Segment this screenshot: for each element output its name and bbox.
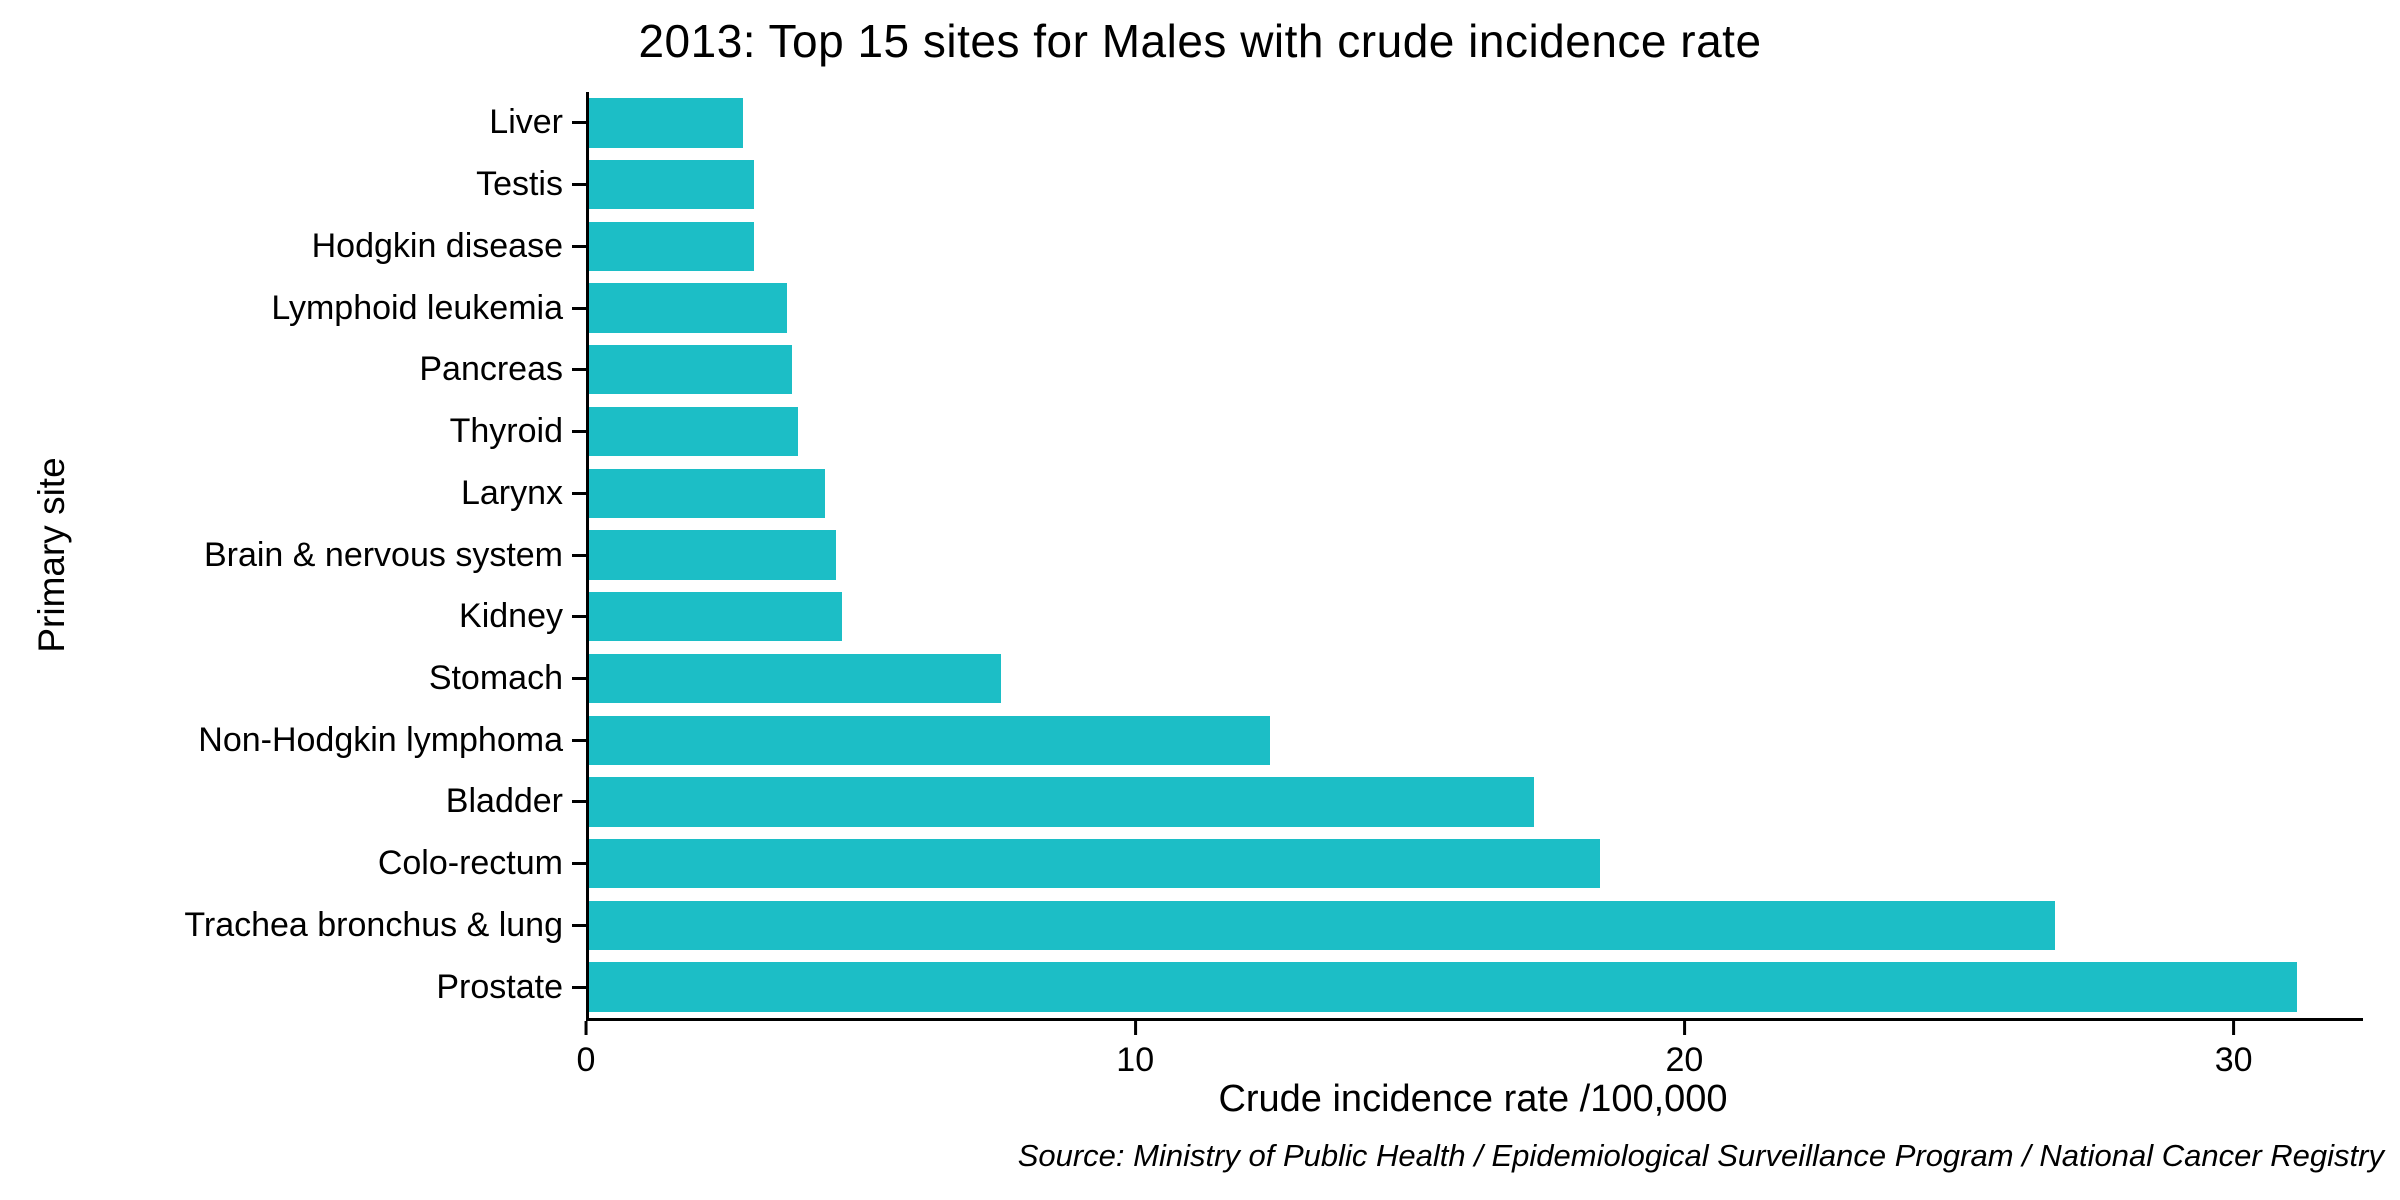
bar — [589, 777, 1534, 827]
bar-row — [589, 154, 2363, 216]
bar-row — [589, 648, 2363, 710]
y-axis-label-row: Trachea bronchus & lung — [0, 895, 586, 957]
bar-row — [589, 895, 2363, 957]
y-axis-label-row: Brain & nervous system — [0, 524, 586, 586]
bar — [589, 653, 1001, 704]
bar-row — [589, 586, 2363, 648]
y-axis-category-label: Pancreas — [419, 350, 563, 389]
y-axis-category-label: Kidney — [459, 597, 563, 636]
x-axis-title: Crude incidence rate /100,000 — [1218, 1078, 1728, 1120]
y-axis-label-row: Liver — [0, 92, 586, 154]
y-tick-mark — [572, 615, 586, 619]
bar-row — [589, 956, 2363, 1018]
y-axis-label-row: Kidney — [0, 586, 586, 648]
y-axis-category-label: Non-Hodgkin lymphoma — [198, 720, 563, 759]
y-tick-mark — [572, 121, 586, 125]
y-tick-mark — [572, 430, 586, 434]
y-axis-category-label: Colo-rectum — [377, 844, 563, 883]
y-axis-label-row: Hodgkin disease — [0, 215, 586, 277]
source-note: Source: Ministry of Public Health / Epid… — [1017, 1138, 2384, 1173]
y-axis-category-label: Thyroid — [449, 412, 563, 451]
y-axis-category-label: Testis — [476, 165, 563, 204]
bar — [589, 345, 793, 395]
y-axis-category-label: Hodgkin disease — [311, 226, 563, 265]
chart-title: 2013: Top 15 sites for Males with crude … — [638, 15, 1762, 67]
bar-row — [589, 462, 2363, 524]
y-axis-category-label: Brain & nervous system — [203, 535, 563, 574]
bar-row — [589, 709, 2363, 771]
y-axis-category-label: Liver — [489, 103, 563, 142]
y-axis-category-label: Larynx — [460, 473, 563, 512]
y-axis-category-label: Stomach — [428, 658, 563, 697]
bar-row — [589, 401, 2363, 463]
y-tick-mark — [572, 800, 586, 804]
x-tick: 10 — [1116, 1021, 1154, 1080]
x-axis-ticks: 0 10 20 30 — [577, 1021, 2360, 1091]
bar — [589, 283, 787, 333]
y-axis-label-row: Bladder — [0, 771, 586, 833]
y-axis-label-row: Thyroid — [0, 401, 586, 463]
y-tick-mark — [572, 923, 586, 927]
bar — [589, 530, 837, 580]
y-tick-mark — [572, 862, 586, 866]
bar — [589, 900, 2056, 951]
x-tick-mark — [1682, 1021, 1686, 1035]
bar — [589, 592, 842, 642]
x-tick-label: 10 — [1116, 1041, 1155, 1079]
bar-row — [589, 833, 2363, 895]
y-axis-category-label: Lymphoid leukemia — [271, 288, 563, 327]
x-tick: 0 — [576, 1021, 596, 1080]
plot-area — [586, 92, 2363, 1021]
y-tick-mark — [572, 244, 586, 248]
bars — [589, 92, 2363, 1018]
y-axis-label-row: Larynx — [0, 462, 586, 524]
bar — [589, 221, 754, 272]
bar-row — [589, 339, 2363, 401]
y-tick-mark — [572, 985, 586, 989]
y-axis-label-row: Prostate — [0, 956, 586, 1018]
bar — [589, 98, 743, 148]
bar-row — [589, 92, 2363, 154]
x-tick-mark — [584, 1021, 588, 1035]
y-axis-labels: Liver Testis Hodgkin disease Lymphoid leuke… — [0, 92, 586, 1018]
x-tick-label: 20 — [1665, 1041, 1704, 1079]
x-tick: 20 — [1665, 1021, 1704, 1080]
bar-row — [589, 277, 2363, 339]
x-tick-mark — [1133, 1021, 1137, 1035]
bar-row — [589, 771, 2363, 833]
x-tick-label: 0 — [576, 1041, 596, 1079]
y-axis-label-row: Testis — [0, 154, 586, 216]
x-tick-label: 30 — [2214, 1041, 2253, 1079]
y-tick-mark — [572, 306, 586, 310]
y-axis-label-row: Colo-rectum — [0, 833, 586, 895]
y-axis-category-label: Trachea bronchus & lung — [184, 905, 563, 944]
y-tick-mark — [572, 553, 586, 557]
x-tick: 30 — [2215, 1021, 2253, 1080]
bar — [589, 468, 826, 518]
y-tick-mark — [572, 738, 586, 742]
y-axis-category-label: Bladder — [445, 782, 563, 821]
bar — [589, 406, 798, 457]
y-axis-label-row: Non-Hodgkin lymphoma — [0, 709, 586, 771]
y-axis-label-row: Lymphoid leukemia — [0, 277, 586, 339]
bar — [589, 715, 1271, 765]
y-tick-mark — [572, 676, 586, 680]
y-tick-mark — [572, 183, 586, 187]
y-axis-label-row: Pancreas — [0, 339, 586, 401]
bar-row — [589, 524, 2363, 586]
y-axis-category-label: Prostate — [436, 967, 563, 1006]
bar — [589, 838, 1600, 889]
bar — [589, 962, 2298, 1012]
bar — [589, 159, 754, 210]
x-tick-mark — [2232, 1021, 2236, 1035]
bar-row — [589, 215, 2363, 277]
y-axis-label-row: Stomach — [0, 648, 586, 710]
y-tick-mark — [572, 491, 586, 495]
y-tick-mark — [572, 368, 586, 372]
